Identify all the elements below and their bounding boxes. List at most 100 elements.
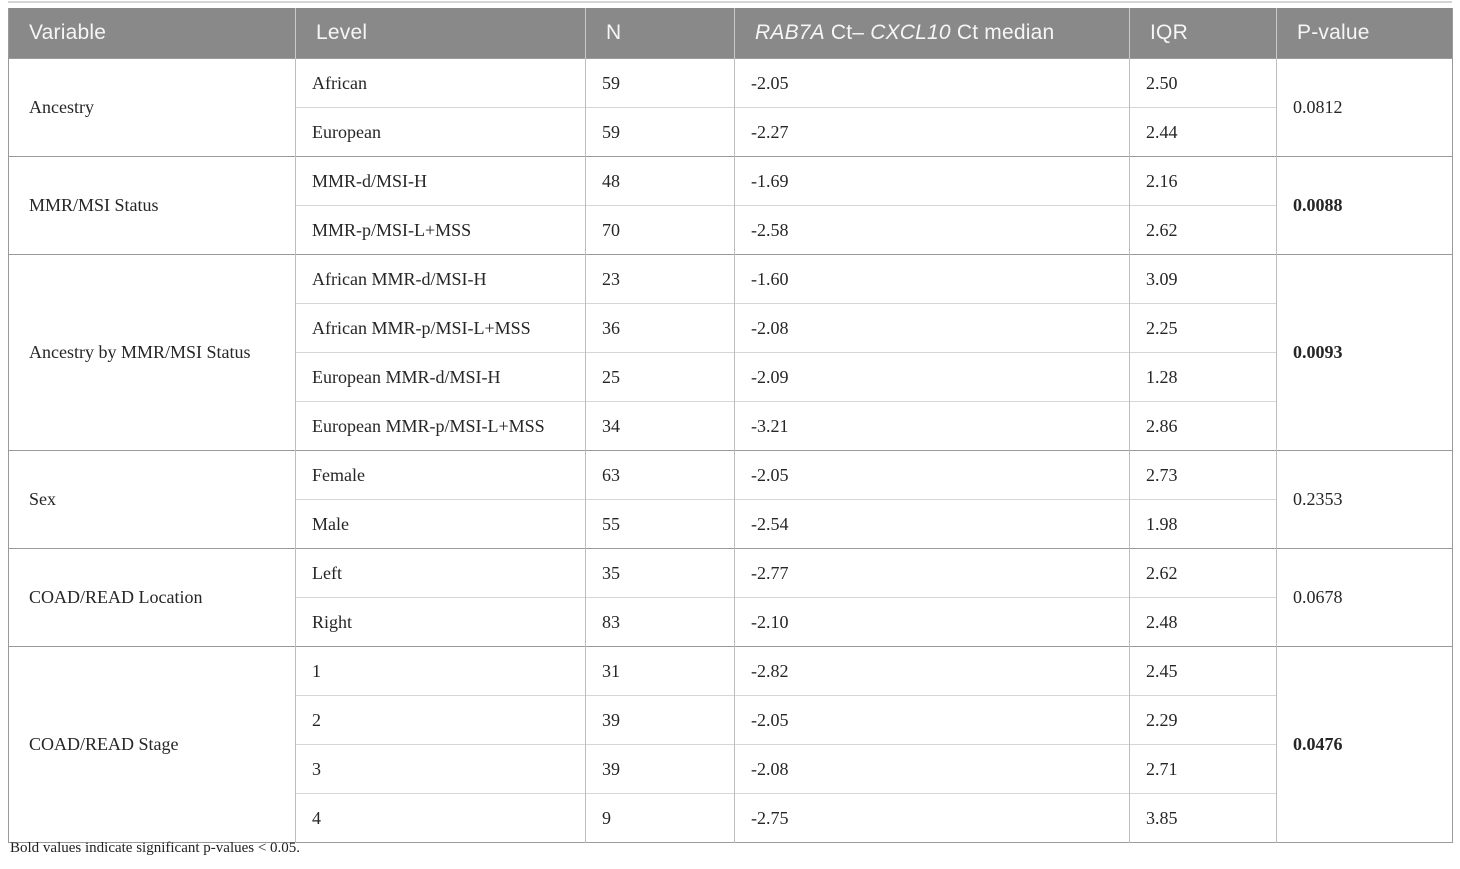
cell-median: -2.08 xyxy=(734,303,1130,353)
median-header-tail: Ct median xyxy=(950,21,1055,44)
cell-n: 39 xyxy=(585,695,735,745)
cell-iqr: 2.25 xyxy=(1129,303,1277,353)
cell-iqr: 2.45 xyxy=(1129,646,1277,696)
cell-level: Left xyxy=(295,548,586,598)
cell-iqr: 1.28 xyxy=(1129,352,1277,402)
cell-level: European MMR-d/MSI-H xyxy=(295,352,586,402)
table-row: European 59 -2.27 2.44 xyxy=(9,107,1453,157)
table-row: 2 39 -2.05 2.29 xyxy=(9,695,1453,745)
table-row: Right 83 -2.10 2.48 xyxy=(9,597,1453,647)
results-table-container: Variable Level N RAB7A Ct– CXCL10 Ct med… xyxy=(8,8,1453,843)
cell-level: 2 xyxy=(295,695,586,745)
cell-n: 25 xyxy=(585,352,735,402)
cell-level: African xyxy=(295,58,586,108)
cell-iqr: 2.48 xyxy=(1129,597,1277,647)
gene-rab7a-label: RAB7A xyxy=(755,21,825,44)
cell-n: 59 xyxy=(585,107,735,157)
cell-pvalue: 0.0678 xyxy=(1276,548,1453,647)
cell-pvalue-significant: 0.0088 xyxy=(1276,156,1453,255)
cell-n: 9 xyxy=(585,793,735,843)
cell-variable: MMR/MSI Status xyxy=(8,156,296,255)
cell-iqr: 2.71 xyxy=(1129,744,1277,794)
table-row: 4 9 -2.75 3.85 xyxy=(9,793,1453,843)
cell-level: European xyxy=(295,107,586,157)
table-row: Sex Female 63 -2.05 2.73 0.2353 xyxy=(8,450,1453,549)
cell-n: 39 xyxy=(585,744,735,794)
cell-n: 34 xyxy=(585,401,735,451)
cell-pvalue: 0.2353 xyxy=(1276,450,1453,549)
cell-variable: COAD/READ Stage xyxy=(8,646,296,843)
table-row: European MMR-p/MSI-L+MSS 34 -3.21 2.86 xyxy=(9,401,1453,451)
cell-variable: Ancestry xyxy=(8,58,296,157)
cell-median: -2.82 xyxy=(734,646,1130,696)
cell-level: 3 xyxy=(295,744,586,794)
cell-pvalue-significant: 0.0476 xyxy=(1276,646,1453,843)
cell-level: Right xyxy=(295,597,586,647)
results-table: Variable Level N RAB7A Ct– CXCL10 Ct med… xyxy=(8,8,1453,843)
table-row: COAD/READ Stage 1 31 -2.82 2.45 0.0476 xyxy=(8,646,1453,843)
cell-iqr: 1.98 xyxy=(1129,499,1277,549)
cell-n: 36 xyxy=(585,303,735,353)
cell-n: 31 xyxy=(585,646,735,696)
cell-n: 63 xyxy=(585,450,735,500)
cell-iqr: 2.73 xyxy=(1129,450,1277,500)
cell-median: -2.10 xyxy=(734,597,1130,647)
cell-n: 83 xyxy=(585,597,735,647)
cell-iqr: 2.62 xyxy=(1129,205,1277,255)
cell-median: -2.09 xyxy=(734,352,1130,402)
cell-level: 4 xyxy=(295,793,586,843)
cell-level: Male xyxy=(295,499,586,549)
cell-median: -2.58 xyxy=(734,205,1130,255)
cell-median: -1.60 xyxy=(734,254,1130,304)
cell-n: 23 xyxy=(585,254,735,304)
table-header: Variable Level N RAB7A Ct– CXCL10 Ct med… xyxy=(8,8,1453,59)
column-header-n: N xyxy=(585,8,735,59)
cell-median: -2.75 xyxy=(734,793,1130,843)
table-row: Ancestry African 59 -2.05 2.50 0.0812 xyxy=(8,58,1453,157)
cell-median: -2.27 xyxy=(734,107,1130,157)
cell-median: -2.05 xyxy=(734,58,1130,108)
column-header-variable: Variable xyxy=(8,8,296,59)
column-header-iqr: IQR xyxy=(1129,8,1277,59)
column-header-median: RAB7A Ct– CXCL10 Ct median xyxy=(734,8,1130,59)
table-row: Ancestry by MMR/MSI Status African MMR-d… xyxy=(8,254,1453,451)
table-row: Male 55 -2.54 1.98 xyxy=(9,499,1453,549)
table-row: MMR/MSI Status MMR-d/MSI-H 48 -1.69 2.16… xyxy=(8,156,1453,255)
cell-iqr: 2.16 xyxy=(1129,156,1277,206)
table-row: MMR-p/MSI-L+MSS 70 -2.58 2.62 xyxy=(9,205,1453,255)
column-header-level: Level xyxy=(295,8,586,59)
cell-median: -2.54 xyxy=(734,499,1130,549)
cell-median: -2.05 xyxy=(734,695,1130,745)
table-footnote: Bold values indicate significant p-value… xyxy=(10,840,301,856)
cell-level: African MMR-d/MSI-H xyxy=(295,254,586,304)
cell-n: 70 xyxy=(585,205,735,255)
cell-n: 59 xyxy=(585,58,735,108)
cell-median: -2.05 xyxy=(734,450,1130,500)
gene-cxcl10-label: CXCL10 xyxy=(870,21,951,44)
cell-variable: Sex xyxy=(8,450,296,549)
cell-pvalue-significant: 0.0093 xyxy=(1276,254,1453,451)
cell-iqr: 3.09 xyxy=(1129,254,1277,304)
cell-level: 1 xyxy=(295,646,586,696)
cell-median: -1.69 xyxy=(734,156,1130,206)
cell-iqr: 2.44 xyxy=(1129,107,1277,157)
cell-iqr: 2.50 xyxy=(1129,58,1277,108)
median-header-mid: Ct– xyxy=(824,21,871,44)
cell-level: European MMR-p/MSI-L+MSS xyxy=(295,401,586,451)
cell-level: Female xyxy=(295,450,586,500)
page-top-divider xyxy=(8,1,1452,3)
cell-n: 55 xyxy=(585,499,735,549)
cell-variable: Ancestry by MMR/MSI Status xyxy=(8,254,296,451)
column-header-pvalue: P-value xyxy=(1276,8,1453,59)
cell-n: 35 xyxy=(585,548,735,598)
cell-level: MMR-d/MSI-H xyxy=(295,156,586,206)
cell-iqr: 2.86 xyxy=(1129,401,1277,451)
table-row: African MMR-p/MSI-L+MSS 36 -2.08 2.25 xyxy=(9,303,1453,353)
table-row: 3 39 -2.08 2.71 xyxy=(9,744,1453,794)
cell-level: MMR-p/MSI-L+MSS xyxy=(295,205,586,255)
cell-median: -3.21 xyxy=(734,401,1130,451)
cell-median: -2.08 xyxy=(734,744,1130,794)
cell-iqr: 3.85 xyxy=(1129,793,1277,843)
cell-pvalue: 0.0812 xyxy=(1276,58,1453,157)
table-row: European MMR-d/MSI-H 25 -2.09 1.28 xyxy=(9,352,1453,402)
